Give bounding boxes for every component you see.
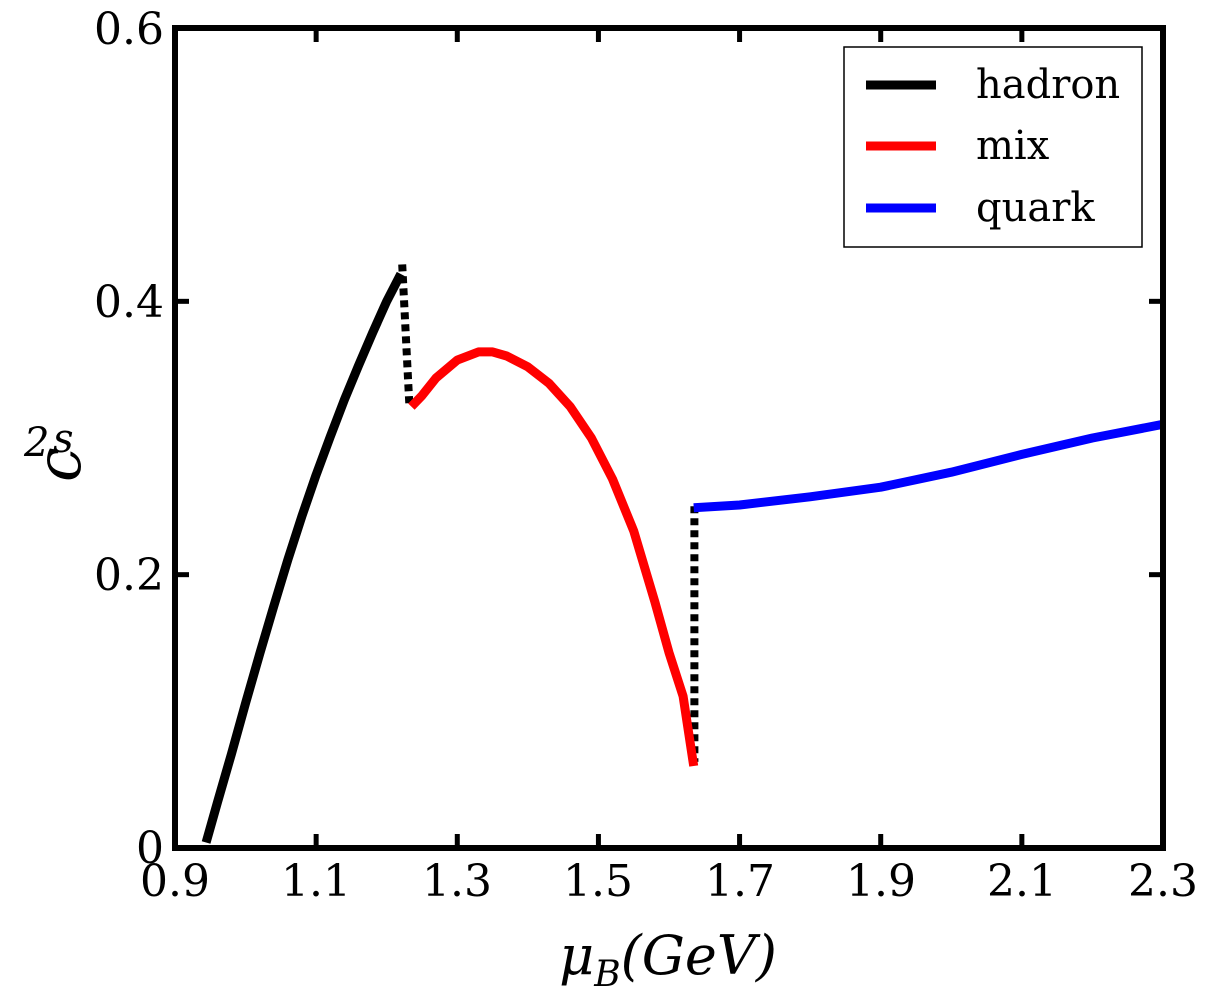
y-tick-label: 0: [136, 823, 164, 874]
series-line-hadron: [201, 271, 405, 844]
y-axis-superscript: 2: [23, 420, 49, 466]
x-tick-label: 1.5: [563, 856, 633, 907]
x-axis-label: μB(GeV): [559, 924, 777, 986]
series-line-mix: [408, 347, 699, 767]
x-tick-label: 1.1: [281, 856, 351, 907]
x-axis-subscript: B: [593, 954, 620, 986]
x-tick-label: 1.3: [422, 856, 492, 907]
y-tick-label: 0.2: [94, 550, 164, 601]
x-tick-label: 0.9: [140, 856, 210, 907]
legend-label-quark: quark: [976, 185, 1095, 231]
x-tick-labels: 0.9 1.1 1.3 1.5 1.7 1.9 2.1 2.3: [140, 856, 1198, 907]
transition-line: [398, 264, 414, 405]
series-line-quark: [693, 419, 1163, 513]
x-tick-label: 1.7: [705, 856, 775, 907]
y-axis-symbol: c: [22, 447, 95, 482]
legend: hadron mix quark: [843, 46, 1143, 248]
plot-frame: [172, 25, 1166, 851]
x-tick-label: 2.1: [987, 856, 1057, 907]
y-axis-subscript: s: [53, 416, 74, 462]
legend-label-mix: mix: [976, 123, 1050, 169]
y-tick-label: 0.4: [94, 277, 164, 328]
x-axis-symbol: μ: [559, 924, 594, 986]
y-axis-label: c s 2: [22, 416, 95, 482]
y-tick-label: 0.6: [94, 4, 164, 55]
x-tick-label: 1.9: [846, 856, 916, 907]
x-axis-unit: (GeV): [621, 924, 777, 986]
y-tick-labels: 0 0.2 0.4 0.6: [94, 4, 164, 874]
x-tick-label: 2.3: [1128, 856, 1198, 907]
series-layer: [201, 264, 1163, 844]
legend-label-hadron: hadron: [976, 62, 1120, 108]
